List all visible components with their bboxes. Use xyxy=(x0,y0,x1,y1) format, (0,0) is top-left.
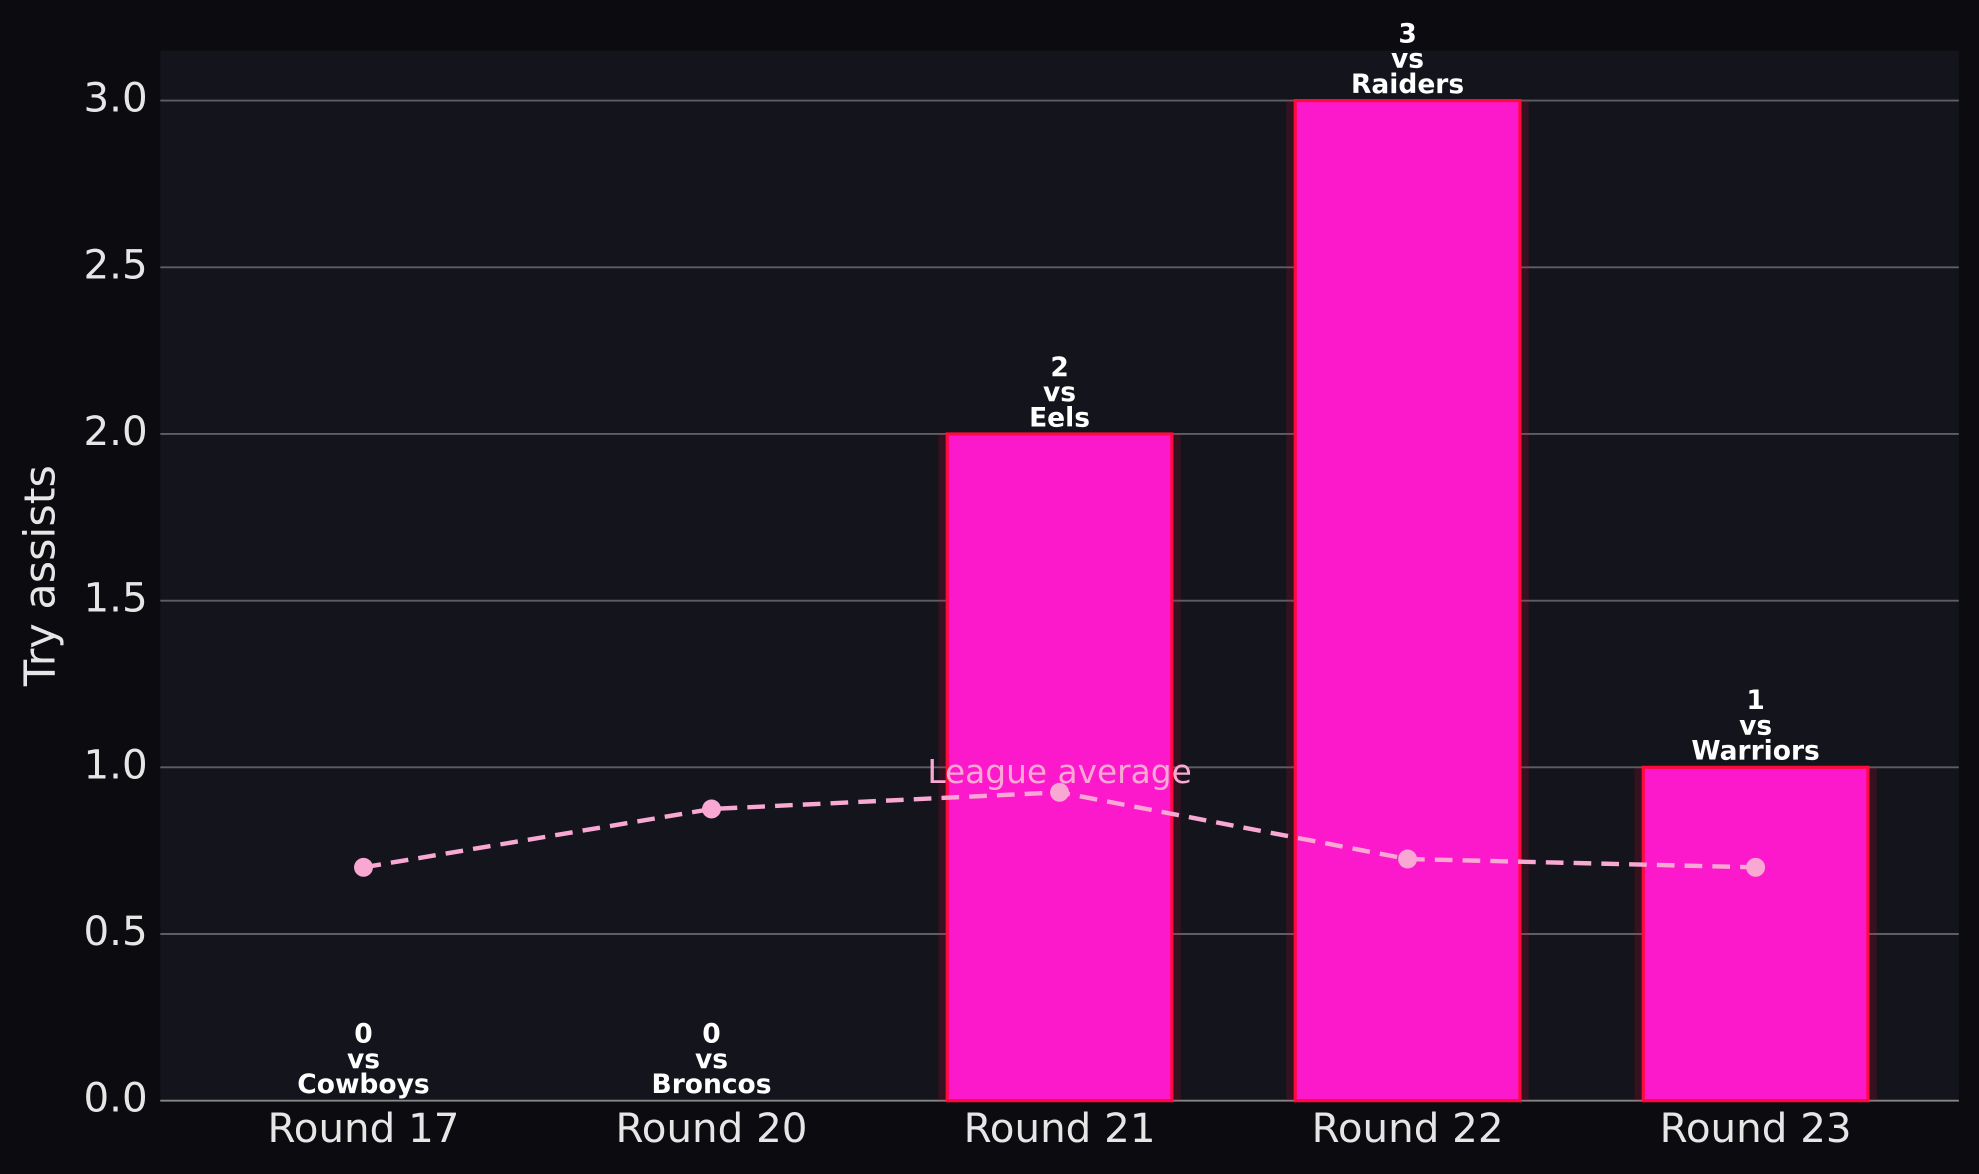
bar xyxy=(1293,99,1522,1103)
data-label: 2 xyxy=(1050,352,1068,383)
data-label-vs: vs xyxy=(347,1044,380,1075)
x-tick-label: Round 23 xyxy=(1660,1105,1852,1152)
average-point xyxy=(1746,857,1766,877)
average-point xyxy=(354,857,373,877)
data-label: 3 xyxy=(1398,18,1416,49)
data-label: 0 xyxy=(702,1019,720,1050)
data-label-opponent: Broncos xyxy=(652,1069,772,1100)
data-label-vs: vs xyxy=(1391,44,1424,75)
y-tick-label: 2.5 xyxy=(83,241,147,288)
data-label-vs: vs xyxy=(695,1044,728,1075)
average-label: League average xyxy=(927,753,1191,791)
data-label-opponent: Cowboys xyxy=(297,1069,429,1100)
data-label-opponent: Warriors xyxy=(1691,736,1819,767)
average-point xyxy=(702,799,721,819)
y-tick-label: 0.5 xyxy=(83,908,147,955)
y-tick-label: 0.0 xyxy=(83,1075,147,1122)
x-tick-label: Round 22 xyxy=(1312,1105,1504,1152)
data-label-vs: vs xyxy=(1739,710,1772,741)
y-axis-label: Try assists xyxy=(15,465,65,687)
x-tick-label: Round 17 xyxy=(268,1105,460,1152)
average-point xyxy=(1050,782,1070,802)
y-tick-label: 1.0 xyxy=(83,741,147,788)
bar xyxy=(1641,765,1870,1103)
bar xyxy=(945,432,1174,1103)
y-tick-label: 1.5 xyxy=(83,575,147,622)
y-tick-label: 2.0 xyxy=(83,408,147,455)
data-label-opponent: Raiders xyxy=(1351,69,1464,100)
data-label-opponent: Eels xyxy=(1029,402,1090,433)
average-point xyxy=(1398,849,1418,869)
data-label: 0 xyxy=(354,1019,372,1050)
x-tick-label: Round 20 xyxy=(616,1105,808,1152)
data-label: 1 xyxy=(1746,685,1764,716)
x-tick-label: Round 21 xyxy=(964,1105,1156,1152)
y-tick-label: 3.0 xyxy=(83,75,147,122)
data-label-vs: vs xyxy=(1043,377,1076,408)
